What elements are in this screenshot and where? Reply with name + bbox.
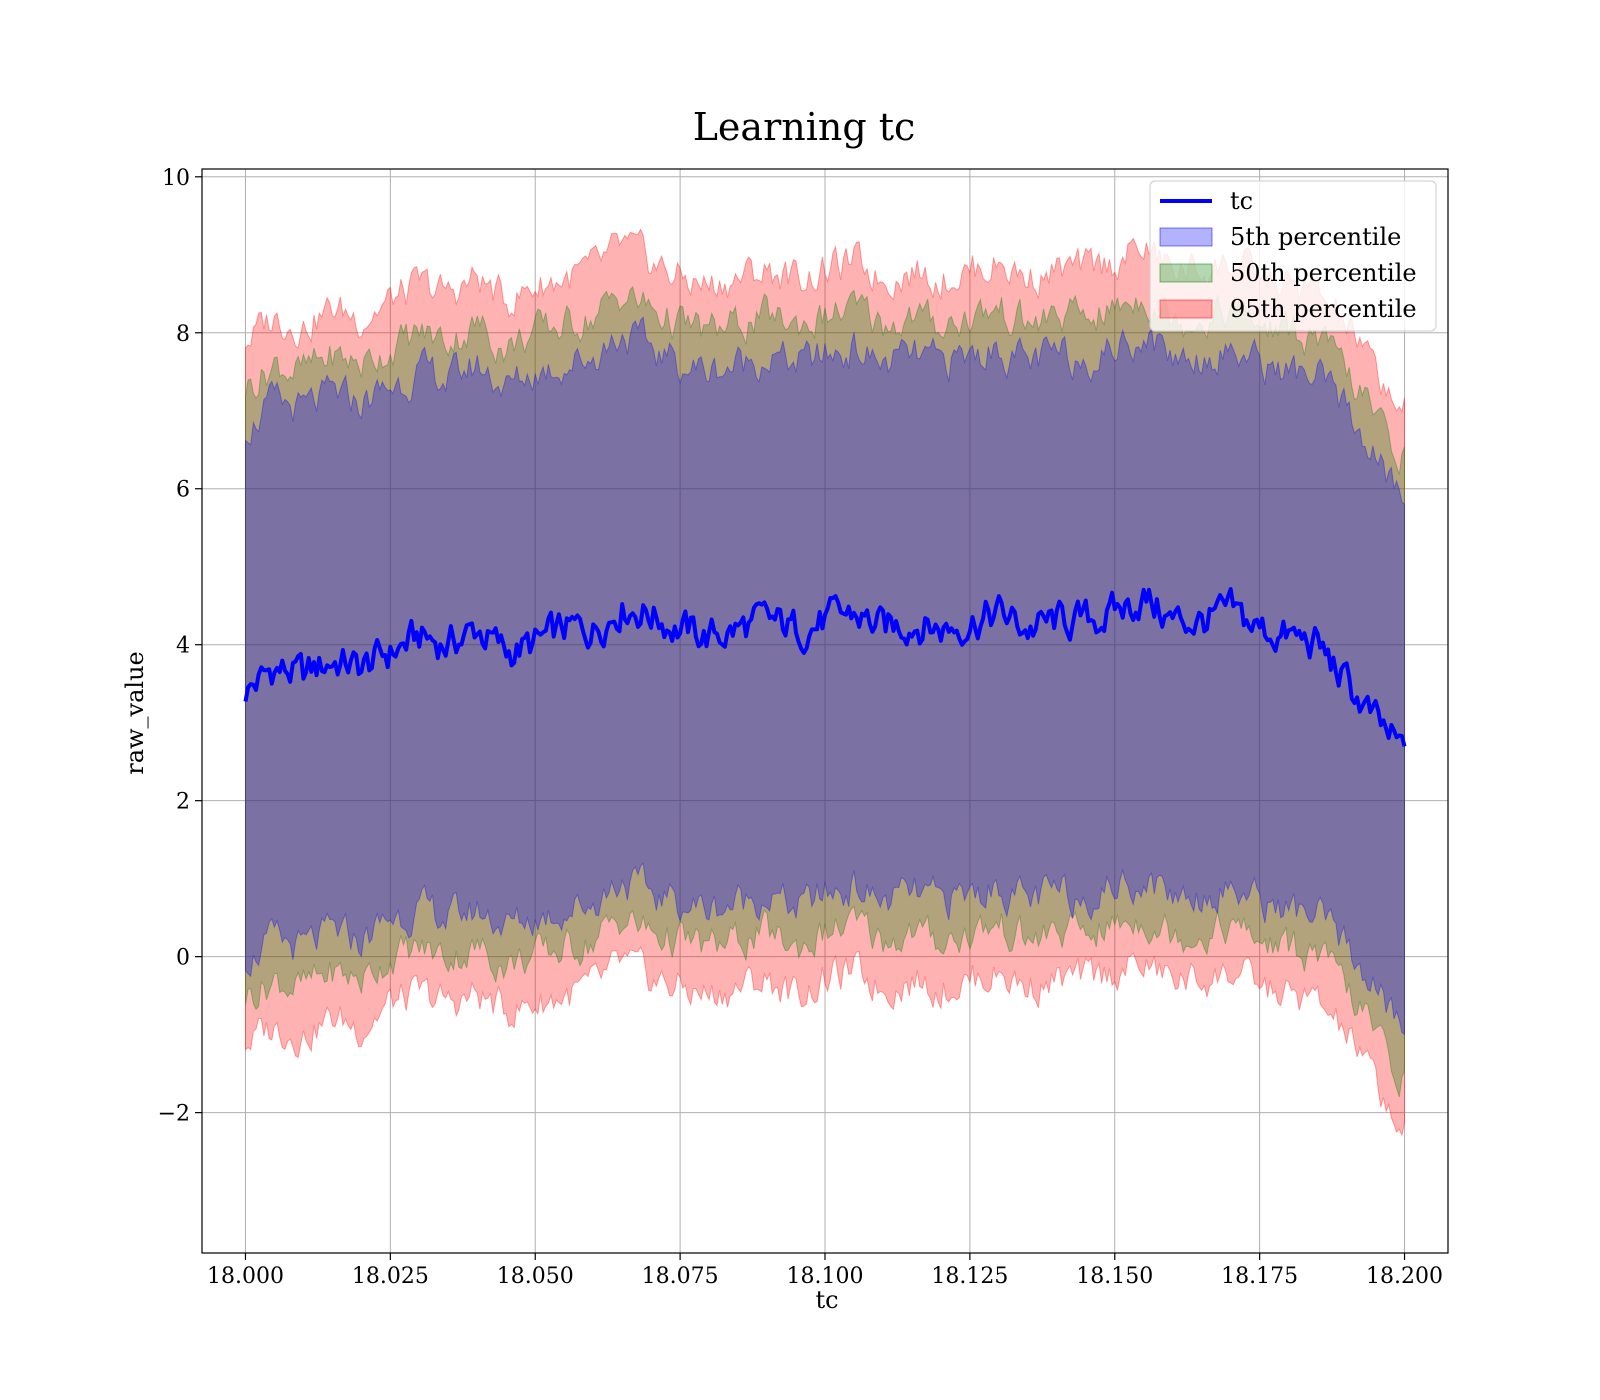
legend-box <box>1149 180 1437 332</box>
x-tick-label: 18.025 <box>352 1264 429 1289</box>
y-tick-label: 6 <box>176 478 190 503</box>
legend-swatch-5th-percentile <box>1159 227 1213 247</box>
x-tick-label: 18.200 <box>1366 1264 1443 1289</box>
y-axis-label: raw_value <box>121 651 149 775</box>
legend-label: tc <box>1230 187 1253 215</box>
y-tick-label: −2 <box>158 1102 190 1127</box>
y-tick-label: 4 <box>176 634 190 659</box>
y-tick-label: 2 <box>176 790 190 815</box>
y-tick-label: 10 <box>162 166 190 191</box>
series-line-tc <box>243 587 1407 747</box>
ticks: 18.000 18.025 18.050 18.075 18.100 18.125 18.1… <box>158 166 1443 1289</box>
band-95th-percentile <box>245 228 1405 1137</box>
legend-label: 5th percentile <box>1230 223 1401 251</box>
legend-swatch-50th-percentile <box>1159 263 1213 283</box>
chart-title: Learning tc <box>693 105 916 149</box>
y-tick-label: 0 <box>176 946 190 971</box>
x-axis-label: tc <box>815 1286 838 1314</box>
x-tick-label: 18.000 <box>207 1264 284 1289</box>
band-50th-percentile <box>245 285 1405 1098</box>
legend: tc 5th percentile 50th percentile 95th perc… <box>1149 180 1437 332</box>
legend-label: 50th percentile <box>1230 259 1417 287</box>
x-tick-label: 18.100 <box>787 1264 864 1289</box>
grid <box>202 169 1448 1253</box>
x-tick-label: 18.050 <box>497 1264 574 1289</box>
legend-swatch-95th-percentile <box>1159 299 1213 319</box>
x-tick-label: 18.075 <box>642 1264 719 1289</box>
series-lines <box>243 587 1407 747</box>
x-tick-label: 18.175 <box>1221 1264 1298 1289</box>
percentile-bands <box>245 228 1405 1137</box>
band-5th-percentile <box>245 316 1405 1036</box>
x-tick-label: 18.150 <box>1076 1264 1153 1289</box>
y-tick-label: 8 <box>176 322 190 347</box>
x-tick-label: 18.125 <box>931 1264 1008 1289</box>
legend-label: 95th percentile <box>1230 295 1417 323</box>
